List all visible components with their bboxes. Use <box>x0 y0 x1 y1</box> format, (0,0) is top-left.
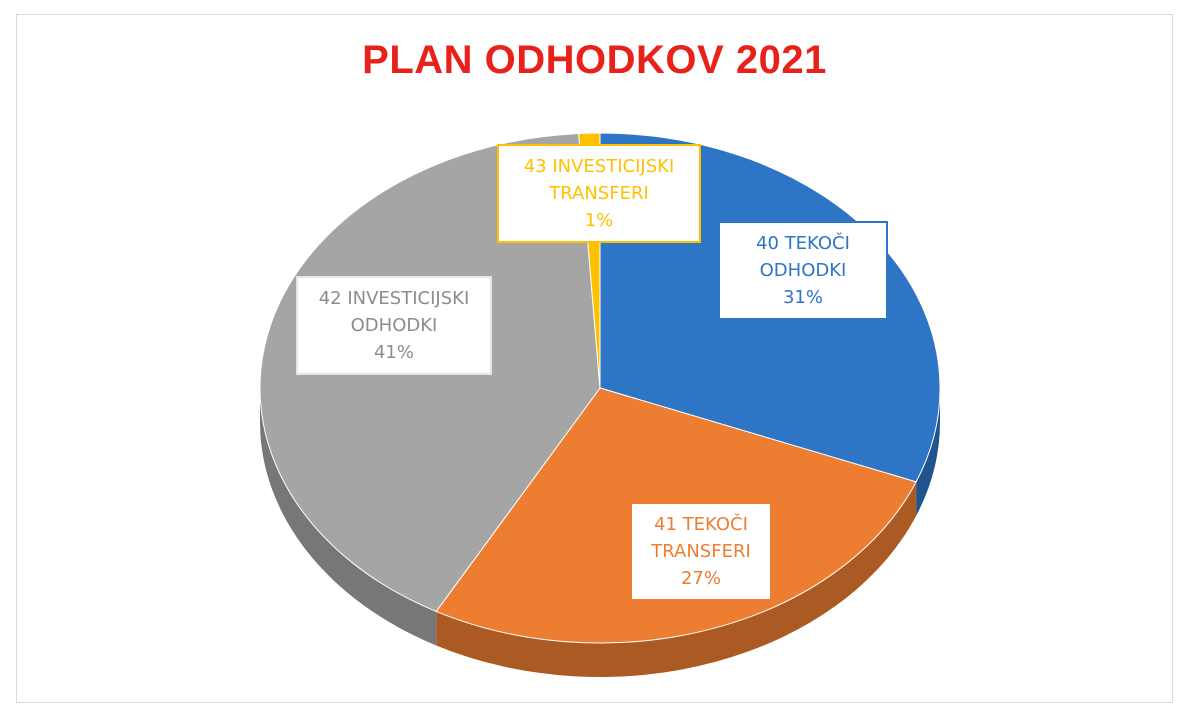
label-tekoci-odhodki-line1: 40 TEKOČI <box>756 233 850 254</box>
label-tekoci-transferi: 41 TEKOČI TRANSFERI 27% <box>630 502 772 601</box>
label-investicijski-transferi-line1: 43 INVESTICIJSKI <box>523 156 675 177</box>
label-tekoci-odhodki: 40 TEKOČI ODHODKI 31% <box>718 221 888 320</box>
label-investicijski-transferi: 43 INVESTICIJSKI TRANSFERI 1% <box>497 144 701 243</box>
chart-title: PLAN ODHODKOV 2021 <box>362 38 827 82</box>
label-investicijski-odhodki-line1: 42 INVESTICIJSKI <box>318 288 470 309</box>
label-tekoci-transferi-percent: 27% <box>680 568 721 589</box>
label-tekoci-odhodki-line2: ODHODKI <box>759 260 847 281</box>
pie-side-tekoci-transferi <box>436 481 917 678</box>
label-tekoci-transferi-line2: TRANSFERI <box>651 541 751 562</box>
label-investicijski-transferi-line2: TRANSFERI <box>549 183 649 204</box>
label-investicijski-odhodki: 42 INVESTICIJSKI ODHODKI 41% <box>296 276 492 375</box>
label-investicijski-odhodki-percent: 41% <box>373 342 414 363</box>
label-investicijski-odhodki-line2: ODHODKI <box>350 315 438 336</box>
label-tekoci-transferi-line1: 41 TEKOČI <box>654 514 748 535</box>
pie-side-tekoci-odhodki <box>916 388 940 516</box>
pie-side-investicijski-odhodki <box>260 388 437 646</box>
label-investicijski-transferi-percent: 1% <box>584 210 614 231</box>
label-tekoci-odhodki-percent: 31% <box>782 287 823 308</box>
